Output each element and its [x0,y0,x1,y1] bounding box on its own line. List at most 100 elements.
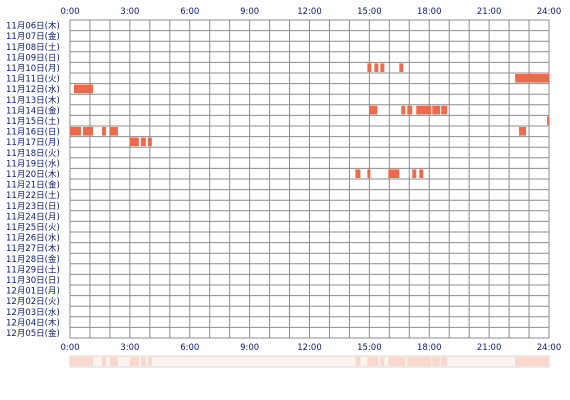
row-label: 11月28日(金) [6,254,60,265]
event-block [519,127,527,136]
event-block [355,169,361,178]
event-blocks [70,63,549,178]
x-tick-label-bottom: 3:00 [120,343,139,353]
event-block [380,63,385,72]
row-label: 11月10日(月) [6,64,60,74]
row-label: 12月03日(水) [6,307,60,318]
summary-block [367,357,371,366]
grid [69,19,550,339]
x-tick-label: 12:00 [297,7,322,17]
row-label: 11月25日(火) [6,223,60,233]
summary-block [441,357,448,366]
x-tick-label: 24:00 [537,7,562,17]
summary-block [515,357,549,366]
event-block [441,105,448,115]
summary-block [432,357,441,366]
row-label: 12月02日(火) [6,297,60,307]
summary-block [547,357,549,366]
summary-bar [69,355,550,368]
row-labels: 11月06日(木)11月07日(金)11月08日(土)11月09日(日)11月1… [6,21,60,339]
row-label: 11月23日(日) [6,202,60,212]
row-label: 12月05日(金) [6,328,60,339]
event-block [367,169,371,178]
row-label: 11月16日(日) [6,128,60,138]
x-tick-label-bottom: 0:00 [60,343,79,353]
summary-block [140,357,146,366]
event-block [399,63,404,72]
summary-block [369,357,378,366]
row-label: 12月01日(月) [6,287,60,297]
row-label: 11月13日(木) [6,95,60,106]
x-tick-label-bottom: 9:00 [240,343,259,353]
summary-block [380,357,385,366]
event-block [412,169,417,178]
event-block [515,74,549,83]
row-label: 11月19日(水) [6,158,60,169]
x-tick-label: 9:00 [240,7,259,17]
x-tick-label-bottom: 6:00 [180,343,199,353]
summary-block [419,357,424,366]
x-axis-ticks: 0:00 3:00 6:00 9:00 12:00 15:00 18:00 21:00 24:0… [60,7,561,353]
event-block [101,127,106,136]
summary-block [101,357,106,366]
x-tick-label: 6:00 [180,7,199,17]
summary-block [82,357,93,366]
row-label: 11月07日(金) [6,31,60,42]
row-label: 11月29日(土) [6,264,60,275]
row-label: 11月26日(水) [6,233,60,244]
row-label: 11月30日(日) [6,276,60,286]
row-label: 11月14日(金) [6,105,60,116]
row-label: 11月09日(日) [6,53,60,63]
summary-block [355,357,361,366]
row-label: 11月27日(木) [6,243,60,254]
row-label: 11月06日(木) [6,21,60,32]
event-block [82,127,93,136]
summary-block [412,357,417,366]
event-block [73,84,93,94]
x-tick-label-bottom: 18:00 [417,343,442,353]
row-label: 12月04日(木) [6,317,60,328]
event-block [70,127,81,136]
summary-block [147,357,152,366]
row-label: 11月22日(土) [6,190,60,201]
event-block [432,105,441,115]
event-block [109,127,118,136]
summary-block [388,357,400,366]
x-tick-label: 3:00 [120,7,139,17]
row-label: 11月15日(土) [6,116,60,127]
row-label: 11月20日(木) [6,169,60,180]
x-tick-label-bottom: 12:00 [297,343,322,353]
row-label: 11月12日(水) [6,84,60,95]
event-block [388,169,400,178]
summary-block [416,357,432,366]
event-block [369,105,378,115]
x-tick-label: 18:00 [417,7,442,17]
x-tick-label: 0:00 [60,7,79,17]
event-block [416,105,432,115]
summary-block [401,357,406,366]
event-block [407,105,413,115]
row-label: 11月21日(金) [6,180,60,191]
event-block [129,137,139,147]
x-tick-label-bottom: 15:00 [357,343,382,353]
x-tick-label-bottom: 24:00 [537,343,562,353]
event-block [147,137,152,147]
event-block [140,137,146,147]
row-label: 11月18日(火) [6,149,60,159]
event-block [419,169,424,178]
summary-block [129,357,139,366]
row-label: 11月17日(月) [6,138,60,148]
row-label: 11月08日(土) [6,42,60,53]
summary-block [70,357,81,366]
summary-block [109,357,118,366]
event-block [367,63,372,72]
row-label: 11月11日(火) [6,75,60,85]
row-label: 11月24日(月) [6,212,60,222]
summary-block [407,357,413,366]
event-block [374,63,379,72]
event-block [401,105,406,115]
event-block [547,116,549,125]
x-tick-label: 21:00 [477,7,502,17]
summary-block [519,357,527,366]
